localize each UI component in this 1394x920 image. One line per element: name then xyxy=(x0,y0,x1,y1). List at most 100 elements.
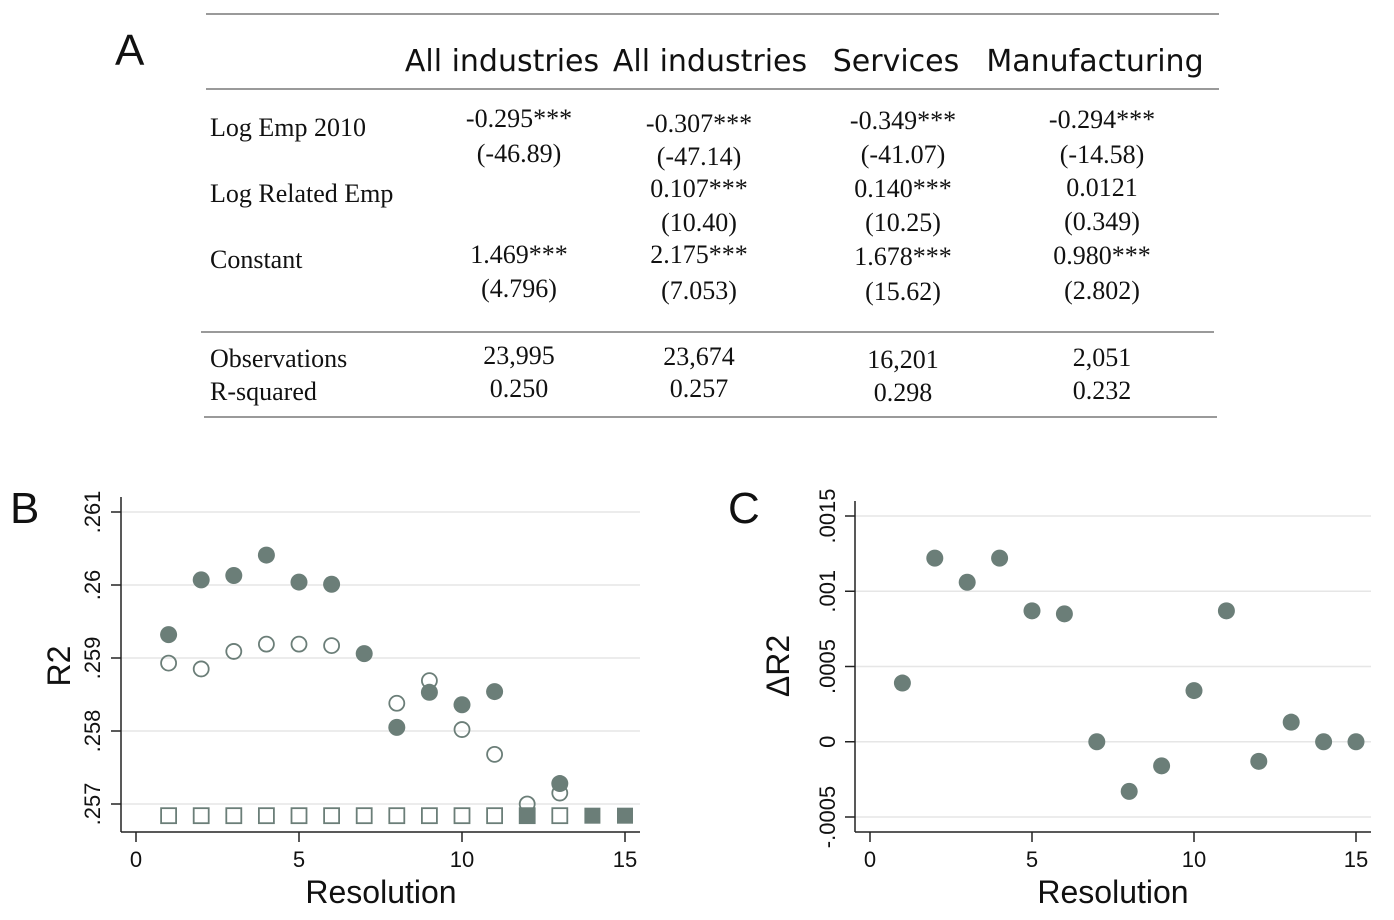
table-bottom-rule xyxy=(204,416,1217,418)
point-filled-circle xyxy=(1185,682,1203,700)
point-hollow-square xyxy=(388,807,406,825)
cell-r-squared: 0.298 xyxy=(873,378,933,407)
cell-coef: -0.295*** xyxy=(465,104,573,133)
y-tick-label: .258 xyxy=(80,710,105,753)
point-filled-square xyxy=(519,807,536,824)
x-tick-label: 10 xyxy=(1182,847,1206,872)
y-tick-label: .001 xyxy=(815,570,840,613)
cell-coef: 0.140*** xyxy=(854,174,952,203)
point-filled-circle xyxy=(257,546,275,564)
x-tick-label: 5 xyxy=(1026,847,1038,872)
cell-tstat: (7.053) xyxy=(661,276,737,305)
point-filled-circle xyxy=(1055,605,1073,623)
point-hollow-square xyxy=(551,807,569,825)
point-filled-circle xyxy=(893,674,911,692)
cell-tstat: (-47.14) xyxy=(656,142,742,171)
cell-r-squared: 0.257 xyxy=(669,374,729,403)
x-tick-label: 0 xyxy=(864,847,876,872)
point-filled-circle xyxy=(225,567,243,585)
table-top-rule xyxy=(206,13,1219,15)
point-hollow-circle xyxy=(290,635,308,653)
cell-tstat: (10.40) xyxy=(661,208,737,237)
point-filled-circle xyxy=(1217,602,1235,620)
point-filled-square xyxy=(584,807,601,824)
cell-observations: 16,201 xyxy=(867,345,939,374)
r2-scatter-chart: .257 .258 .259 .26 .261 0 5 10 15 Resolution R2 xyxy=(41,491,640,910)
y-tick-label: .26 xyxy=(80,570,105,601)
x-tick-label: 15 xyxy=(1344,847,1368,872)
point-filled-circle xyxy=(1088,733,1106,751)
cell-coef: 1.469*** xyxy=(470,240,568,269)
point-hollow-circle xyxy=(257,635,275,653)
point-filled-circle xyxy=(192,571,210,589)
grid-lines xyxy=(855,515,1371,818)
cell-tstat: (-14.58) xyxy=(1059,140,1145,169)
cell-coef: 1.678*** xyxy=(854,242,952,271)
point-filled-circle xyxy=(453,696,471,714)
grid-lines xyxy=(121,511,640,805)
cell-tstat: (-46.89) xyxy=(476,139,562,168)
row-label-observations: Observations xyxy=(210,344,348,373)
point-hollow-square xyxy=(420,807,438,825)
cell-coef: 0.980*** xyxy=(1053,241,1151,270)
point-hollow-square xyxy=(290,807,308,825)
panel-label-b: B xyxy=(10,484,40,533)
cell-observations: 23,674 xyxy=(663,342,735,371)
point-hollow-circle xyxy=(388,694,406,712)
point-filled-circle xyxy=(323,575,341,593)
column-header-2: All industries xyxy=(612,44,808,79)
x-axis-title: Resolution xyxy=(1037,874,1188,910)
point-hollow-square xyxy=(192,807,210,825)
y-tick-label: .259 xyxy=(80,637,105,680)
column-header-3: Services xyxy=(832,44,960,79)
y-tick-label: .0015 xyxy=(815,488,840,543)
x-tick-label: 10 xyxy=(450,847,474,872)
cell-tstat: (4.796) xyxy=(481,274,557,303)
point-hollow-circle xyxy=(192,660,210,678)
x-tick-label: 0 xyxy=(130,847,142,872)
point-filled-circle xyxy=(1023,602,1041,620)
row-label-constant: Constant xyxy=(210,245,303,274)
x-tick-label: 5 xyxy=(293,847,305,872)
cell-tstat: (10.25) xyxy=(865,208,941,237)
point-filled-circle xyxy=(160,626,178,644)
row-label-log-related-emp: Log Related Emp xyxy=(210,179,394,208)
x-tick-label: 15 xyxy=(613,847,637,872)
y-axis-title: R2 xyxy=(41,646,77,687)
point-hollow-square xyxy=(323,807,341,825)
point-hollow-circle xyxy=(551,784,569,802)
point-filled-circle xyxy=(420,683,438,701)
point-hollow-square xyxy=(486,807,504,825)
cell-coef: -0.307*** xyxy=(645,109,753,138)
cell-observations: 2,051 xyxy=(1072,343,1132,372)
point-hollow-circle xyxy=(323,637,341,654)
point-filled-circle xyxy=(355,645,373,663)
delta-r2-scatter-chart: -.0005 0 .0005 .001 .0015 0 5 10 15 Resolution Δ… xyxy=(760,488,1371,910)
point-filled-square xyxy=(617,807,633,824)
tick-labels: -.0005 0 .0005 .001 .0015 0 5 10 15 xyxy=(815,488,1368,872)
cell-r-squared: 0.250 xyxy=(489,374,549,403)
cell-coef: 0.107*** xyxy=(650,174,748,203)
point-filled-circle xyxy=(1315,733,1333,751)
data-points xyxy=(893,549,1365,800)
point-filled-circle xyxy=(290,573,308,591)
point-hollow-square xyxy=(225,807,243,825)
y-tick-label: .261 xyxy=(80,491,105,534)
cell-coef: -0.294*** xyxy=(1048,105,1156,134)
panel-label-c: C xyxy=(728,484,760,533)
x-axis-title: Resolution xyxy=(305,874,456,910)
point-hollow-circle xyxy=(225,643,243,660)
row-label-log-emp: Log Emp 2010 xyxy=(210,113,366,142)
panel-label-a: A xyxy=(115,26,145,75)
point-hollow-circle xyxy=(486,745,504,763)
point-hollow-circle xyxy=(160,654,178,672)
point-hollow-square xyxy=(453,807,471,825)
cell-r-squared: 0.232 xyxy=(1072,376,1132,405)
point-hollow-circle xyxy=(420,672,438,690)
cell-coef: -0.349*** xyxy=(849,106,957,135)
point-filled-circle xyxy=(1347,733,1365,751)
cell-tstat: (15.62) xyxy=(865,277,941,306)
cell-coef: 2.175*** xyxy=(650,240,748,269)
tick-labels: .257 .258 .259 .26 .261 0 5 10 15 xyxy=(80,491,637,872)
column-header-4: Manufacturing xyxy=(986,44,1204,79)
